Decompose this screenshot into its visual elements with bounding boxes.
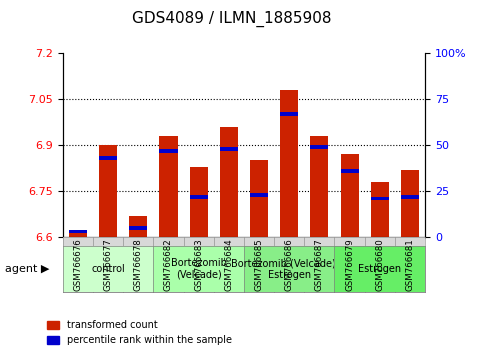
Bar [69,231,87,237]
Text: GSM766677: GSM766677 [103,238,113,291]
Bar [189,167,208,237]
Bar [250,193,268,197]
Bar [311,145,328,149]
Text: GSM766679: GSM766679 [345,238,354,291]
Text: GSM766678: GSM766678 [134,238,143,291]
Bar [220,147,238,151]
Bar [341,154,358,237]
Text: GDS4089 / ILMN_1885908: GDS4089 / ILMN_1885908 [132,11,332,27]
Text: GSM766685: GSM766685 [255,238,264,291]
Bar [189,195,208,199]
Text: GSM766684: GSM766684 [224,238,233,291]
Bar [129,226,147,230]
Text: Estrogen: Estrogen [358,264,401,274]
Bar [69,230,87,234]
Bar [311,136,328,237]
Bar [280,90,298,237]
Text: Bortezomib (Velcade) +
Estrogen: Bortezomib (Velcade) + Estrogen [231,258,347,280]
Text: GSM766683: GSM766683 [194,238,203,291]
Bar [159,136,178,237]
Legend: transformed count, percentile rank within the sample: transformed count, percentile rank withi… [43,316,236,349]
Bar [99,145,117,237]
Text: GSM766676: GSM766676 [73,238,83,291]
Bar [401,170,419,237]
Text: control: control [91,264,125,274]
Text: GSM766680: GSM766680 [375,238,384,291]
Bar [401,195,419,199]
Text: GSM766687: GSM766687 [315,238,324,291]
Bar [371,197,389,200]
Text: Bortezomib
(Velcade): Bortezomib (Velcade) [170,258,227,280]
Bar [99,156,117,160]
Bar [341,169,358,173]
Bar [371,182,389,237]
Text: GSM766686: GSM766686 [284,238,294,291]
Bar [280,112,298,116]
Text: GSM766682: GSM766682 [164,238,173,291]
Text: agent ▶: agent ▶ [5,264,49,274]
Bar [220,127,238,237]
Bar [159,149,178,153]
Text: GSM766681: GSM766681 [405,238,414,291]
Bar [129,216,147,237]
Bar [250,160,268,237]
